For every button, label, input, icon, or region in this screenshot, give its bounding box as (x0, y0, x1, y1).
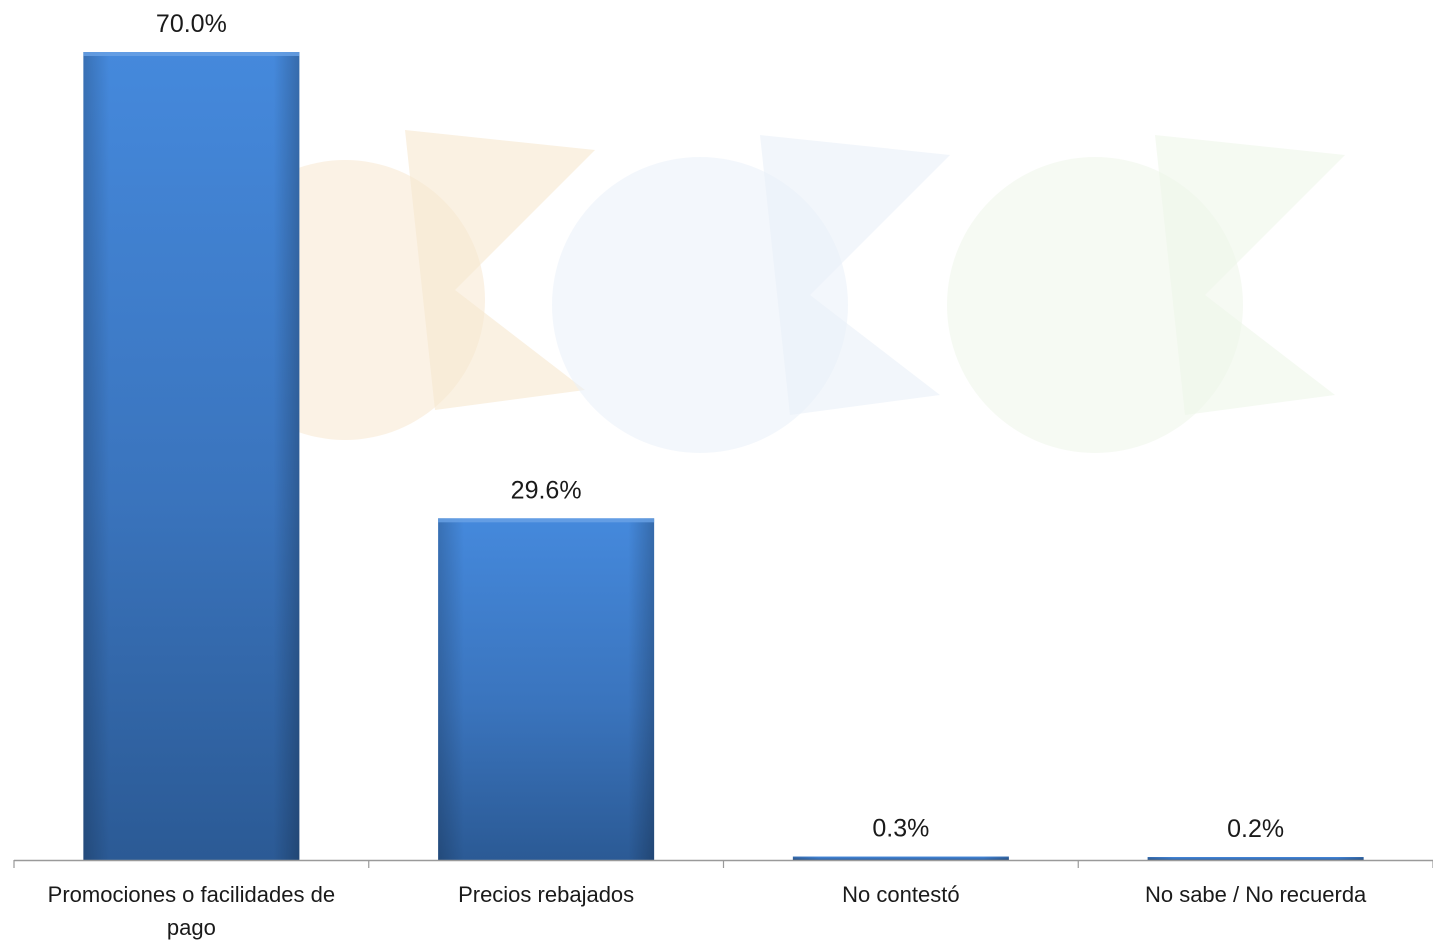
category-label-line: Precios rebajados (458, 882, 634, 907)
labels-group: 70.0% Promociones o facilidades de pago 29.… (48, 10, 1367, 940)
bar-shading (1147, 857, 1364, 860)
watermark-figure (1155, 135, 1345, 415)
bar-top-bevel (438, 518, 655, 523)
watermark-figure (405, 130, 595, 410)
bar-top-bevel (83, 52, 300, 56)
bar-shading (83, 52, 300, 860)
category-label: No contestó (842, 882, 959, 907)
data-label: 0.3% (872, 815, 929, 843)
category-label-line: Promociones o facilidades de (48, 882, 335, 907)
category-label: Precios rebajados (458, 882, 634, 907)
bar-shading (438, 518, 655, 860)
data-label: 29.6% (511, 476, 582, 504)
data-label: 70.0% (156, 10, 227, 38)
category-label-line: No sabe / No recuerda (1145, 882, 1367, 907)
bar-shading (792, 856, 1009, 860)
category-label: No sabe / No recuerda (1145, 882, 1367, 907)
x-axis (13, 859, 1433, 868)
category-label-line: pago (167, 915, 216, 940)
category-label: Promociones o facilidades de pago (48, 882, 335, 940)
watermark-logo (205, 130, 1345, 453)
watermark-figure (760, 135, 950, 415)
category-label-line: No contestó (842, 882, 959, 907)
data-label: 0.2% (1227, 815, 1284, 843)
bars-group (83, 52, 1364, 860)
